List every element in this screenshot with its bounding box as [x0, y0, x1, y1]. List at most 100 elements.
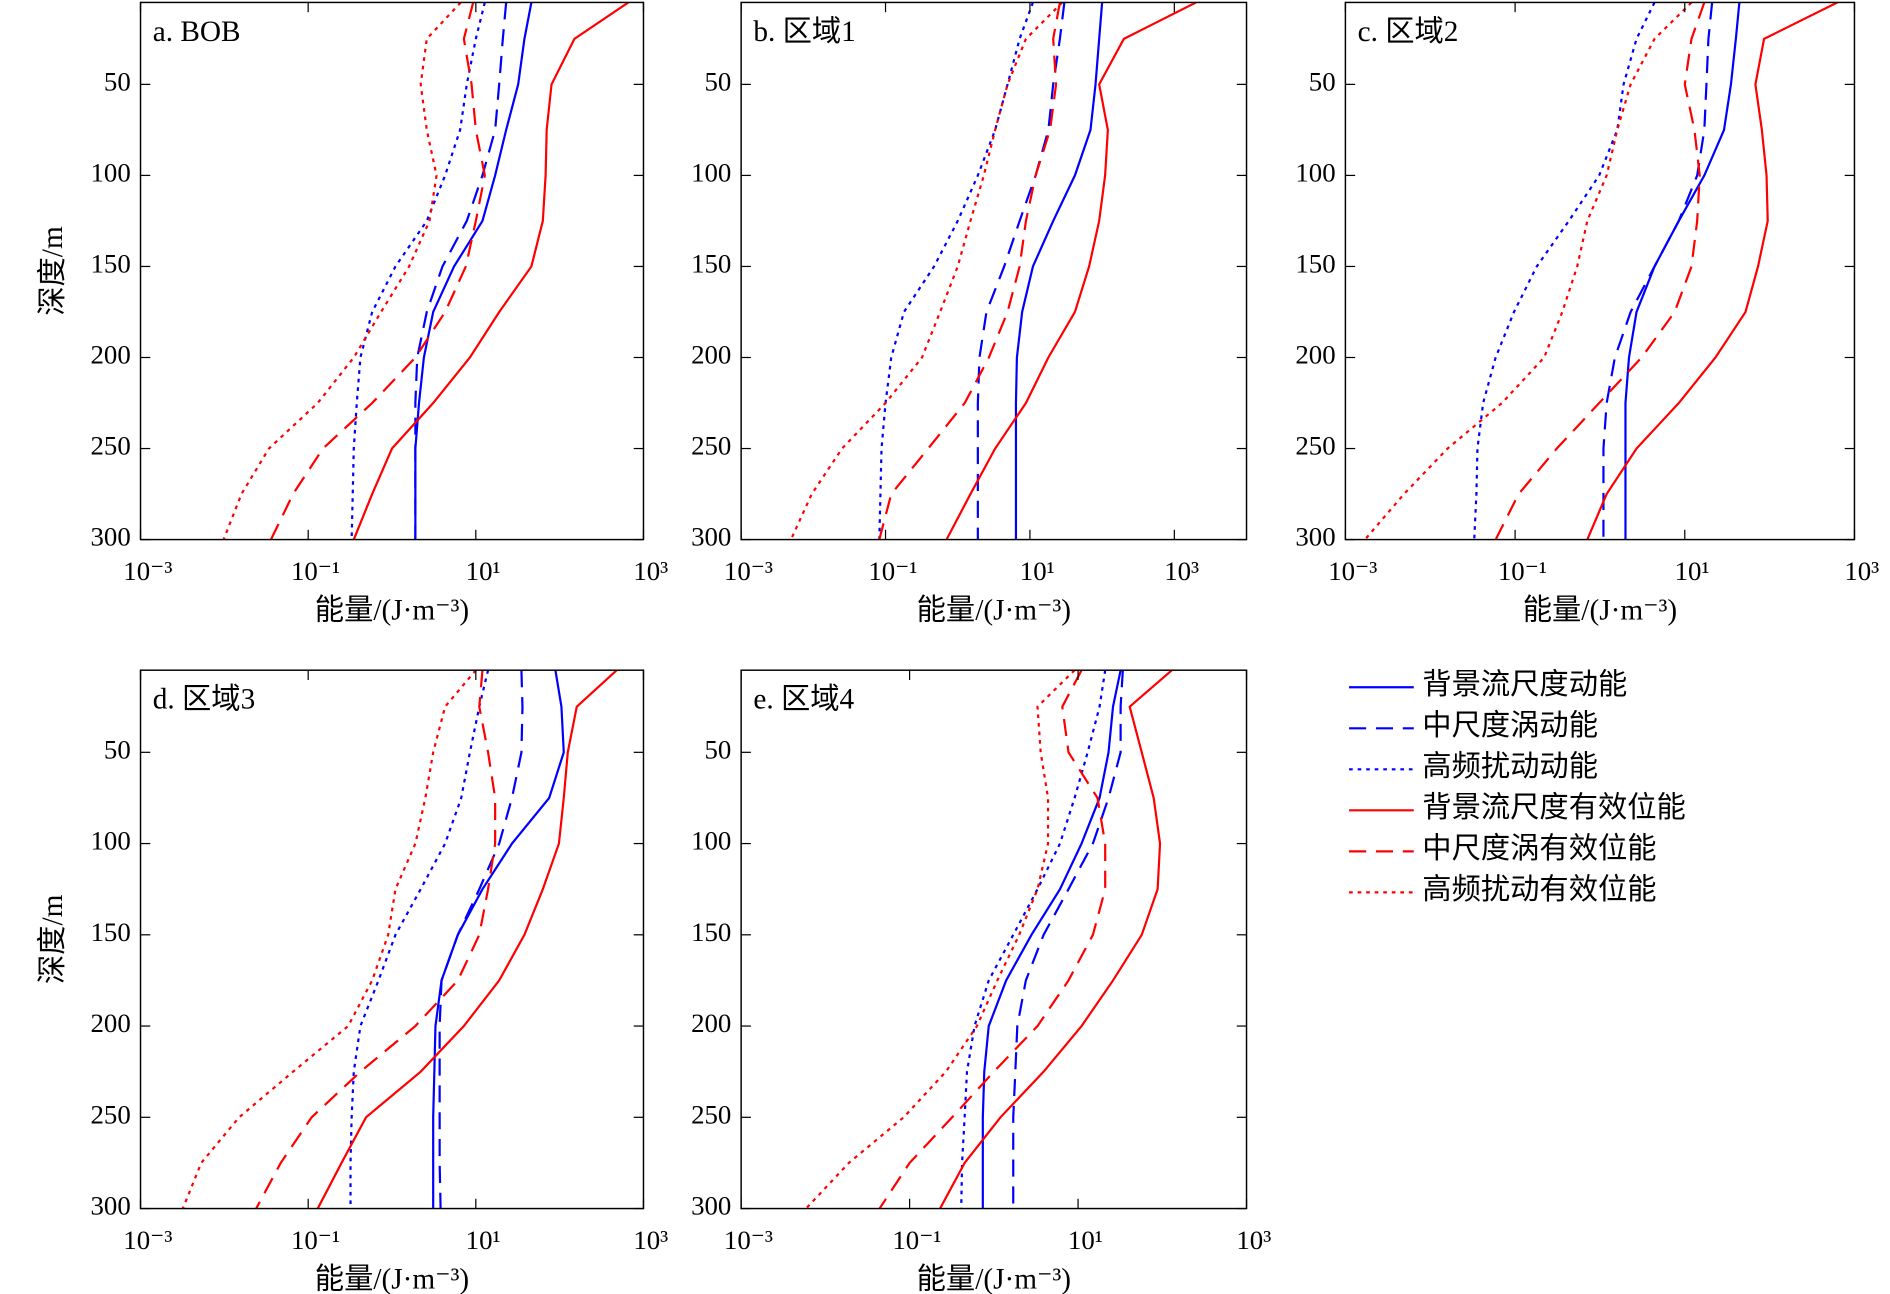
- legend: 背景流尺度动能中尺度涡动能高频扰动动能背景流尺度有效位能中尺度涡有效位能高频扰动…: [1349, 668, 1686, 906]
- y-tick-label: 50: [705, 734, 732, 764]
- x-tick-label: 10³: [1164, 556, 1199, 586]
- y-tick-label: 200: [1295, 340, 1335, 370]
- series-line: [805, 670, 1076, 1209]
- x-tick-label: 10¹: [466, 1225, 501, 1255]
- series-line: [981, 670, 1122, 1209]
- x-tick-label: 10⁻³: [123, 1225, 172, 1255]
- y-tick-label: 300: [90, 522, 130, 552]
- series-line: [878, 2, 1061, 540]
- y-tick-label: 300: [90, 1191, 130, 1221]
- series-line: [789, 2, 1063, 540]
- x-tick-label: 10¹: [1068, 1225, 1103, 1255]
- x-tick-label: 10³: [633, 556, 668, 586]
- y-tick-label: 200: [90, 1008, 130, 1038]
- y-tick-label: 250: [691, 431, 731, 461]
- y-tick-label: 200: [691, 340, 731, 370]
- panel: 10⁻³ 10⁻¹ 10¹ 10³ 50 100 150 200 250 300 d. 区域3 能量/…: [36, 669, 668, 1294]
- y-tick-label: 50: [104, 734, 131, 764]
- y-axis-label: 深度/m: [36, 894, 69, 984]
- y-tick-label: 100: [1295, 158, 1335, 188]
- x-tick-label: 10³: [1844, 556, 1879, 586]
- y-tick-label: 100: [90, 158, 130, 188]
- series-line: [976, 2, 1066, 540]
- axes-box: [740, 1, 1248, 541]
- series-line: [945, 2, 1197, 540]
- series-line: [1602, 2, 1714, 540]
- y-tick-label: 100: [691, 158, 731, 188]
- x-tick-label: 10³: [1236, 1225, 1271, 1255]
- axes-box: [740, 669, 1248, 1210]
- y-tick-label: 300: [691, 1191, 731, 1221]
- series-line: [1364, 2, 1693, 540]
- panel-title: c. 区域2: [1358, 15, 1459, 48]
- axes-box: [139, 1, 645, 541]
- x-axis-label: 能量/(J·m⁻³): [315, 1263, 469, 1294]
- x-tick-label: 10³: [633, 1225, 668, 1255]
- panel: 10⁻³ 10⁻¹ 10¹ 10³ 50 100 150 200 250 300 e. 区域4 能量/…: [691, 669, 1271, 1294]
- y-tick-label: 300: [691, 522, 731, 552]
- y-tick-label: 250: [90, 1099, 130, 1129]
- x-axis-label: 能量/(J·m⁻³): [917, 594, 1071, 627]
- panel-title: a. BOB: [153, 16, 241, 48]
- y-tick-label: 150: [90, 917, 130, 947]
- series-line: [1014, 2, 1104, 540]
- x-tick-label: 10⁻¹: [291, 1225, 340, 1255]
- x-tick-label: 10⁻³: [724, 1225, 773, 1255]
- y-tick-label: 300: [1295, 522, 1335, 552]
- y-tick-label: 100: [691, 826, 731, 856]
- series-line: [414, 2, 508, 540]
- legend-label: 高频扰动有效位能: [1422, 873, 1656, 906]
- legend-label: 背景流尺度有效位能: [1422, 791, 1686, 824]
- panel: 10⁻³ 10⁻¹ 10¹ 10³ 50 100 150 200 250 300 c. 区域2 能量/…: [1295, 1, 1879, 627]
- y-tick-label: 50: [104, 67, 131, 97]
- x-tick-label: 10⁻¹: [868, 556, 917, 586]
- y-tick-label: 250: [90, 431, 130, 461]
- x-tick-label: 10¹: [1020, 556, 1055, 586]
- y-tick-label: 200: [90, 340, 130, 370]
- x-tick-label: 10⁻³: [123, 556, 172, 586]
- y-tick-label: 150: [691, 249, 731, 279]
- axes-box: [139, 669, 645, 1210]
- series-line: [1494, 2, 1706, 540]
- series-line: [181, 670, 477, 1209]
- y-tick-label: 50: [1309, 67, 1336, 97]
- series-line: [316, 670, 618, 1209]
- panel: 10⁻³ 10⁻¹ 10¹ 10³ 50 100 150 200 250 300 b. 区域1 能量/…: [691, 1, 1248, 627]
- x-tick-label: 10⁻³: [724, 556, 773, 586]
- y-tick-label: 150: [1295, 249, 1335, 279]
- x-axis-label: 能量/(J·m⁻³): [917, 1263, 1071, 1294]
- legend-label: 背景流尺度动能: [1422, 668, 1627, 701]
- panel-title: d. 区域3: [153, 683, 255, 716]
- series-line: [939, 670, 1173, 1209]
- x-tick-label: 10¹: [466, 556, 501, 586]
- panel-title: b. 区域1: [753, 15, 855, 48]
- y-tick-label: 150: [90, 249, 130, 279]
- series-line: [878, 2, 1034, 540]
- y-tick-label: 250: [691, 1099, 731, 1129]
- series-line: [1473, 2, 1656, 540]
- series-line: [255, 670, 497, 1209]
- series-line: [269, 2, 486, 540]
- x-tick-label: 10⁻¹: [892, 1225, 941, 1255]
- series-line: [350, 2, 486, 540]
- series-line: [1012, 670, 1124, 1209]
- series-line: [349, 670, 490, 1209]
- y-tick-label: 250: [1295, 431, 1335, 461]
- x-axis-label: 能量/(J·m⁻³): [1523, 594, 1677, 627]
- series-line: [878, 670, 1107, 1209]
- panel: 10⁻³ 10⁻¹ 10¹ 10³ 50 100 150 200 250 300 a. BOB 能量/…: [36, 1, 668, 627]
- series-line: [438, 670, 524, 1209]
- y-tick-label: 50: [705, 67, 732, 97]
- x-tick-label: 10⁻¹: [1498, 556, 1547, 586]
- x-tick-label: 10¹: [1675, 556, 1710, 586]
- series-line: [1624, 2, 1741, 540]
- x-tick-label: 10⁻¹: [291, 556, 340, 586]
- legend-label: 高频扰动动能: [1422, 750, 1598, 783]
- axes-box: [1344, 1, 1856, 541]
- y-axis-label: 深度/m: [36, 226, 69, 316]
- x-axis-label: 能量/(J·m⁻³): [315, 594, 469, 627]
- series-line: [222, 2, 462, 540]
- legend-label: 中尺度涡有效位能: [1422, 832, 1656, 865]
- series-line: [414, 2, 533, 540]
